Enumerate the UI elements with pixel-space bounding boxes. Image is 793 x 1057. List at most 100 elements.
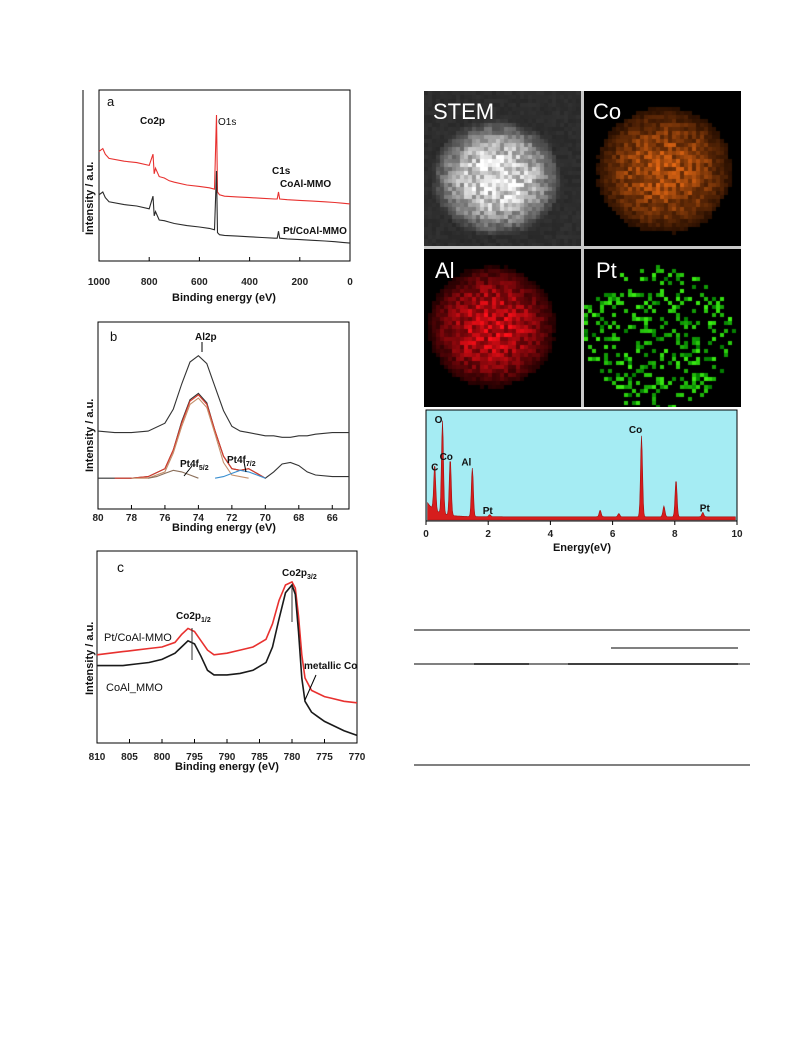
panel-b-pt4f52-label: Pt4f5/2 (180, 459, 209, 472)
xtick-label: 600 (191, 277, 208, 288)
series-line-c-0 (96, 580, 358, 704)
series-line-a-0 (98, 114, 351, 205)
panel-a: a Co2p O1s C1s CoAl-MMO Pt/CoAl-MMO 1000… (82, 89, 353, 304)
eds-peak-label: Pt (483, 506, 494, 517)
xtick-label: 800 (154, 752, 171, 763)
xtick-label: 68 (293, 513, 305, 524)
panel-b: b Al2p Pt4f5/2 Pt4f7/2 80 78 76 74 72 70 68 66 … (84, 321, 350, 534)
xtick-label: 805 (121, 752, 138, 763)
eds-xticks: 0 2 4 6 8 10 (423, 521, 743, 540)
panel-a-c1s-label: C1s (272, 166, 291, 177)
panel-c-ptcoal-label: Pt/CoAl-MMO (104, 632, 172, 644)
eds-spectrum-area (427, 420, 736, 521)
eds-peak-label: Al (461, 457, 471, 468)
xtick-label: 200 (291, 277, 308, 288)
xtick-label: 780 (284, 752, 301, 763)
eds-frame (425, 409, 738, 522)
panel-c-frame (96, 550, 358, 744)
series-line-b-0 (97, 354, 349, 438)
series-line-b-1 (98, 392, 349, 479)
panel-a-plot (98, 114, 351, 244)
xtick-label: 74 (193, 513, 205, 524)
al-map-image (424, 249, 581, 407)
panel-a-ylabel: Intensity / a.u. (84, 162, 96, 235)
eds-panel: C O Co Al Pt Co Pt 0 2 4 6 8 10 Energy(eV) (423, 409, 743, 554)
pt-label: Pt (596, 258, 617, 283)
series-line-a-1 (98, 170, 351, 244)
xtick-label: 78 (126, 513, 138, 524)
panel-c-ylabel: Intensity / a.u. (84, 622, 96, 695)
xtick-label: 80 (92, 513, 104, 524)
co-label: Co (593, 99, 622, 124)
co-map-image (584, 91, 741, 246)
panel-b-xticks: 80 78 76 74 72 70 68 66 (92, 505, 338, 524)
panel-b-xlabel: Binding energy (eV) (172, 522, 276, 534)
panel-a-coal-label: CoAl-MMO (280, 179, 331, 190)
eds-peak-label: Co (629, 425, 642, 436)
stem-image (424, 91, 581, 246)
xtick-label: 770 (349, 752, 366, 763)
stem-label: STEM (433, 99, 495, 124)
stem-map-grid: STEM Co Al Pt (424, 91, 741, 407)
xtick-label: 785 (251, 752, 268, 763)
eds-peak-label: C (431, 463, 438, 474)
series-line-b-5 (214, 469, 266, 479)
eds-peak-label: Co (440, 452, 453, 463)
al-label: Al (435, 258, 455, 283)
eds-xtick-label: 10 (731, 529, 743, 540)
panel-a-o1s-label: O1s (218, 117, 236, 128)
panel-b-ylabel: Intensity / a.u. (84, 399, 96, 472)
panel-a-ptcoal-label: Pt/CoAl-MMO (283, 226, 347, 237)
pt4f52-arrow (183, 465, 193, 477)
xtick-label: 66 (327, 513, 339, 524)
xtick-label: 0 (347, 277, 353, 288)
table-rules (414, 629, 750, 766)
panel-a-co2p-label: Co2p (140, 116, 165, 127)
eds-xtick-label: 2 (485, 529, 491, 540)
series-line-c-1 (97, 583, 358, 737)
eds-peak-label: O (435, 415, 443, 426)
xtick-label: 795 (186, 752, 203, 763)
series-line-b-3 (131, 397, 249, 479)
xtick-label: 400 (241, 277, 258, 288)
panel-c-metallic-label: metallic Co (304, 661, 357, 672)
series-line-b-4 (148, 469, 199, 479)
panel-c-co2p32-label: Co2p3/2 (282, 568, 317, 581)
eds-xtick-label: 0 (423, 529, 429, 540)
metallic-co-arrow (304, 674, 317, 701)
eds-xlabel: Energy(eV) (553, 542, 611, 554)
panel-a-xlabel: Binding energy (eV) (172, 292, 276, 304)
eds-plot: C O Co Al Pt Co Pt (427, 415, 736, 521)
panel-c: c Co2p1/2 Co2p3/2 metallic Co Pt/CoAl-MM… (84, 550, 366, 773)
panel-a-letter: a (107, 94, 115, 109)
xtick-label: 1000 (88, 277, 111, 288)
xtick-label: 76 (159, 513, 171, 524)
panel-b-plot (97, 342, 349, 479)
panel-b-frame (97, 321, 350, 510)
panel-c-xlabel: Binding energy (eV) (175, 761, 279, 773)
eds-xtick-label: 4 (548, 529, 554, 540)
panel-c-co2p12-label: Co2p1/2 (176, 611, 211, 624)
xtick-label: 790 (219, 752, 236, 763)
eds-xtick-label: 6 (610, 529, 616, 540)
eds-peak-label: Pt (700, 504, 711, 515)
xtick-label: 775 (316, 752, 333, 763)
panel-c-coal-label: CoAl_MMO (106, 682, 163, 694)
xtick-label: 70 (260, 513, 272, 524)
panel-b-pt4f72-label: Pt4f7/2 (227, 455, 256, 468)
pt4f72-arrow (243, 461, 247, 473)
series-line-b-2 (114, 394, 266, 479)
xtick-label: 72 (226, 513, 238, 524)
xtick-label: 810 (89, 752, 106, 763)
panel-a-frame (98, 89, 351, 262)
panel-b-al2p-label: Al2p (195, 332, 217, 343)
panel-a-xticks: 1000 800 600 400 200 0 (88, 257, 353, 288)
panel-c-letter: c (117, 559, 124, 575)
panel-c-plot (96, 580, 358, 737)
panel-b-letter: b (110, 329, 117, 344)
eds-background (426, 410, 737, 521)
panel-c-xticks: 810 805 800 795 790 785 780 775 770 (89, 739, 366, 763)
eds-xtick-label: 8 (672, 529, 678, 540)
pt-map-image (584, 249, 741, 407)
